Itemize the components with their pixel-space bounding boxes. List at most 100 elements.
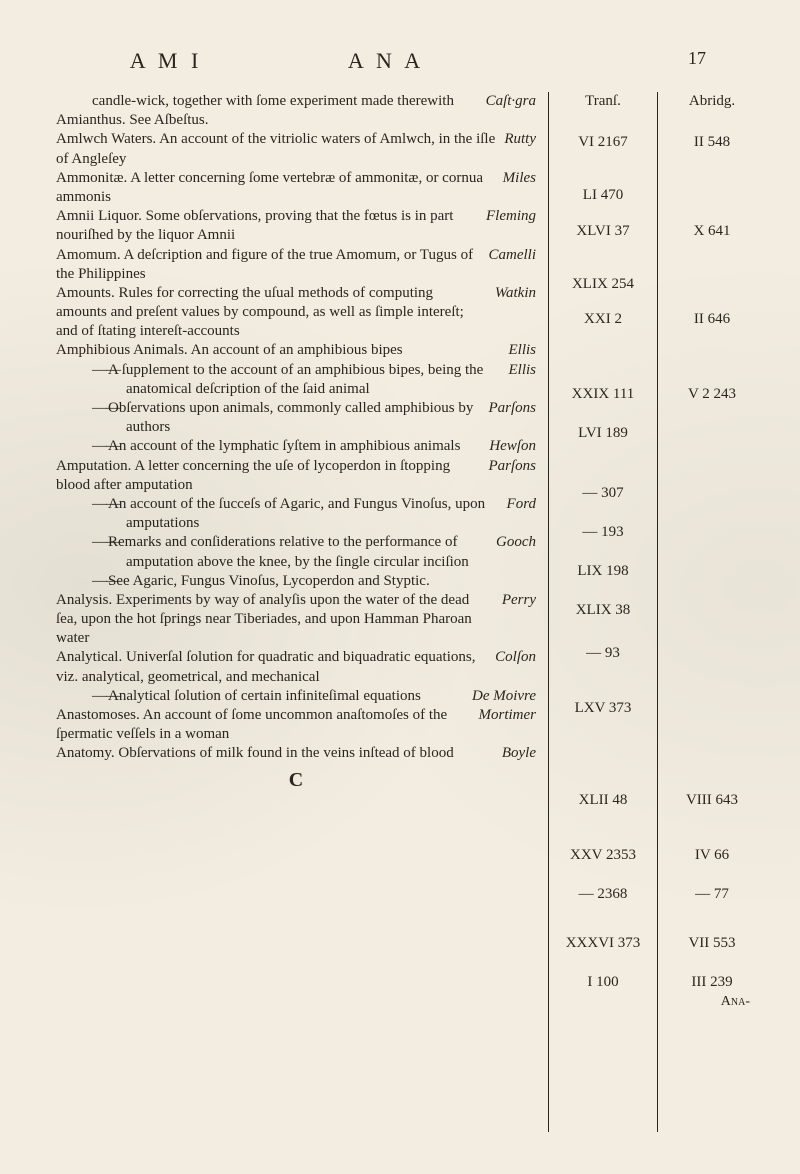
transactions-ref: LIX 198 (555, 542, 651, 581)
abridgment-ref: VII 553 (664, 904, 760, 953)
entry-continuation: See Agaric, Fungus Vinoſus, Lycoperdon a… (56, 572, 536, 591)
running-head: A M I A N A 17 (56, 48, 760, 74)
transactions-ref: XXXVI 373 (555, 904, 651, 953)
abridgment-ref (664, 503, 760, 542)
abridgment-ref: — 77 (664, 865, 760, 904)
abridgment-ref (664, 581, 760, 620)
entry-text: Amlwch Waters. An account of the vitriol… (56, 130, 496, 168)
entry-attribution: Hewſon (499, 437, 536, 456)
transactions-column: Tranſ. VI 2167LI 470XLVI 37XLIX 254XXI 2… (555, 92, 651, 1132)
entry-attribution: Colſon (487, 648, 536, 686)
entry-continuation: A ſupplement to the account of an amphib… (56, 361, 536, 399)
abridgment-ref (664, 152, 760, 205)
entry: Anatomy. Obſervations of milk found in t… (56, 744, 536, 763)
entry-attribution: Ellis (500, 341, 536, 360)
entry-text: Amomum. A deſcription and figure of the … (56, 246, 481, 284)
entry-headword: Analytical. (56, 649, 126, 665)
page-number: 17 (496, 48, 760, 74)
column-rule-2 (657, 92, 658, 1132)
entry-headword: Amnii Liquor. (56, 208, 146, 224)
entry-text: Remarks and conſiderations relative to t… (126, 533, 506, 571)
running-head-mid: A N A (276, 48, 496, 74)
catchword: Ana- (664, 993, 760, 1011)
transactions-ref: LXV 373 (555, 663, 651, 718)
entry-attribution: De Moivre (482, 687, 536, 706)
entry-attribution: Fleming (478, 207, 536, 245)
entry-continuation: Analytical ſolution of certain infiniteſ… (56, 687, 536, 706)
entry: Amounts. Rules for correcting the uſual … (56, 284, 536, 342)
entry-attribution: Parſons (480, 457, 536, 495)
abridgment-ref: X 641 (664, 206, 760, 241)
transactions-ref: I 100 (555, 953, 651, 992)
transactions-ref: — 307 (555, 444, 651, 503)
entry-text: Analytical. Univerſal ſolution for quadr… (56, 648, 487, 686)
transactions-ref: LI 470 (555, 152, 651, 205)
entry-headword: Anatomy. (56, 745, 118, 761)
entry-headword: Amounts. (56, 285, 119, 301)
entry-headword: Ammonitæ. (56, 170, 130, 186)
transactions-ref: XLIX 38 (555, 581, 651, 620)
abridgment-ref (664, 663, 760, 718)
entry-headword: Amianthus. (56, 112, 129, 128)
entry-text: See Agaric, Fungus Vinoſus, Lycoperdon a… (126, 572, 536, 591)
transactions-ref: XXV 2353 (555, 810, 651, 865)
entry-attribution: Parſons (498, 399, 536, 437)
entry: Amlwch Waters. An account of the vitriol… (56, 130, 536, 168)
abridgment-ref: II 548 (664, 117, 760, 152)
entry-continuation: Remarks and conſiderations relative to t… (56, 533, 536, 571)
entry: Ammonitæ. A letter concerning ſome verte… (56, 169, 536, 207)
transactions-ref: XLII 48 (555, 719, 651, 810)
entry-attribution: Rutty (496, 130, 536, 168)
entry: Amnii Liquor. Some obſervations, proving… (56, 207, 536, 245)
transactions-ref: VI 2167 (555, 117, 651, 152)
entry: Anastomoses. An account of ſome uncommon… (56, 706, 536, 744)
entry-text: Amianthus. See Aſbeſtus. (56, 111, 536, 130)
transactions-ref: — 93 (555, 620, 651, 663)
abridgment-ref: II 646 (664, 294, 760, 329)
entry: Amputation. A letter concerning the uſe … (56, 457, 536, 495)
entry-continuation: Obſervations upon animals, commonly call… (56, 399, 536, 437)
entry-attribution: Watkin (487, 284, 536, 342)
entry-attribution: Mortimer (471, 706, 537, 744)
entry-headword: Analysis. (56, 592, 116, 608)
entry-headword: Amphibious Animals. (56, 342, 191, 358)
transactions-ref: — 193 (555, 503, 651, 542)
entry-attribution: Perry (494, 591, 536, 649)
entry-attribution: Caſt·gra (496, 92, 536, 111)
entry-continuation: An account of the ſucceſs of Agaric, and… (56, 495, 536, 533)
entry-attribution: Camelli (481, 246, 537, 284)
column-rule-1 (548, 92, 549, 1132)
entry-text: Anastomoses. An account of ſome uncommon… (56, 706, 471, 744)
entry-attribution: Ford (517, 495, 536, 533)
signature-mark: C (56, 768, 536, 794)
entry-text: Amounts. Rules for correcting the uſual … (56, 284, 487, 342)
entries-column: candle-wick, together with ſome experime… (56, 92, 542, 793)
transactions-head: Tranſ. (555, 92, 651, 111)
abridgment-ref (664, 620, 760, 663)
running-head-left: A M I (56, 48, 276, 74)
entry-text: candle-wick, together with ſome experime… (110, 92, 496, 111)
entry-text: Amphibious Animals. An account of an amp… (56, 341, 500, 360)
abridgment-ref: V 2 243 (664, 329, 760, 404)
entry-text: An account of the ſucceſs of Agaric, and… (126, 495, 517, 533)
transactions-ref: XLIX 254 (555, 241, 651, 294)
page: A M I A N A 17 candle-wick, together wit… (0, 0, 800, 1174)
abridgment-ref: IV 66 (664, 810, 760, 865)
entry-attribution: Ellis (518, 361, 536, 399)
abridgment-column: Abridg. II 548 X 641 II 646V 2 243 VIII … (664, 92, 760, 1132)
columns: candle-wick, together with ſome experime… (56, 92, 760, 1132)
abridgment-ref: III 239 (664, 953, 760, 992)
abridgment-ref (664, 404, 760, 443)
entry-attribution: Boyle (494, 744, 536, 763)
transactions-ref: — 2368 (555, 865, 651, 904)
entry-headword: Amputation. (56, 458, 134, 474)
transactions-ref: XXI 2 (555, 294, 651, 329)
entry-headword: Amlwch Waters. (56, 131, 159, 147)
transactions-ref: XLVI 37 (555, 206, 651, 241)
entry-attribution: Miles (495, 169, 536, 207)
entry: Analysis. Experiments by way of analyſis… (56, 591, 536, 649)
abridgment-ref: VIII 643 (664, 719, 760, 810)
entry: Amphibious Animals. An account of an amp… (56, 341, 536, 360)
entry-text: Obſervations upon animals, commonly call… (126, 399, 498, 437)
entry-text: A ſupplement to the account of an amphib… (126, 361, 518, 399)
